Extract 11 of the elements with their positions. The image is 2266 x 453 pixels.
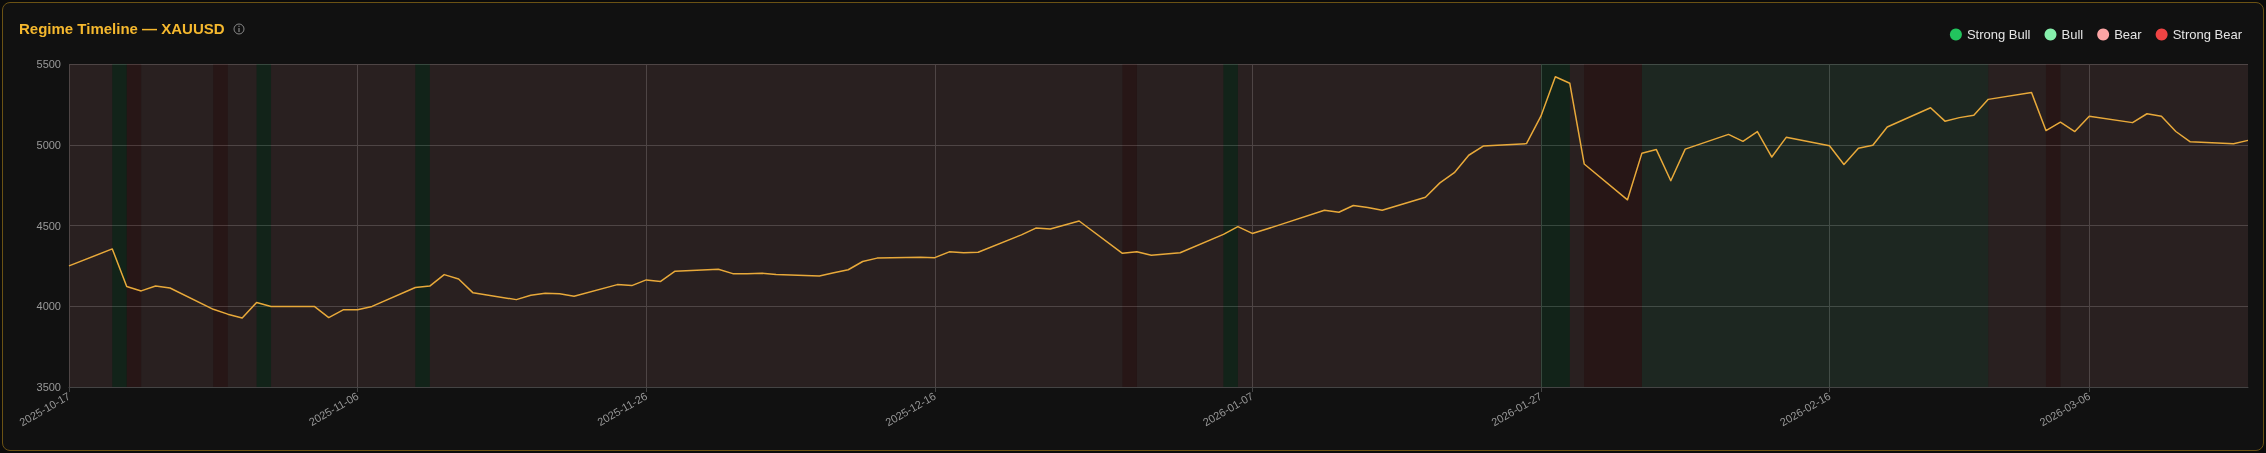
y-tick-label: 5500	[36, 58, 61, 70]
legend-label: Strong Bear	[2172, 27, 2243, 42]
y-tick-label: 3500	[36, 381, 61, 393]
y-tick-label: 4500	[36, 219, 61, 232]
legend-label: Bull	[2061, 27, 2084, 42]
legend-label: Strong Bull	[1966, 27, 2031, 42]
legend-label: Bear	[2114, 27, 2143, 42]
line-series	[68, 76, 2249, 319]
y-tick-label: 4000	[36, 300, 61, 313]
y-tick-label: 5000	[36, 138, 61, 151]
chart-title: Regime Timeline — XAUUSD	[19, 20, 225, 37]
